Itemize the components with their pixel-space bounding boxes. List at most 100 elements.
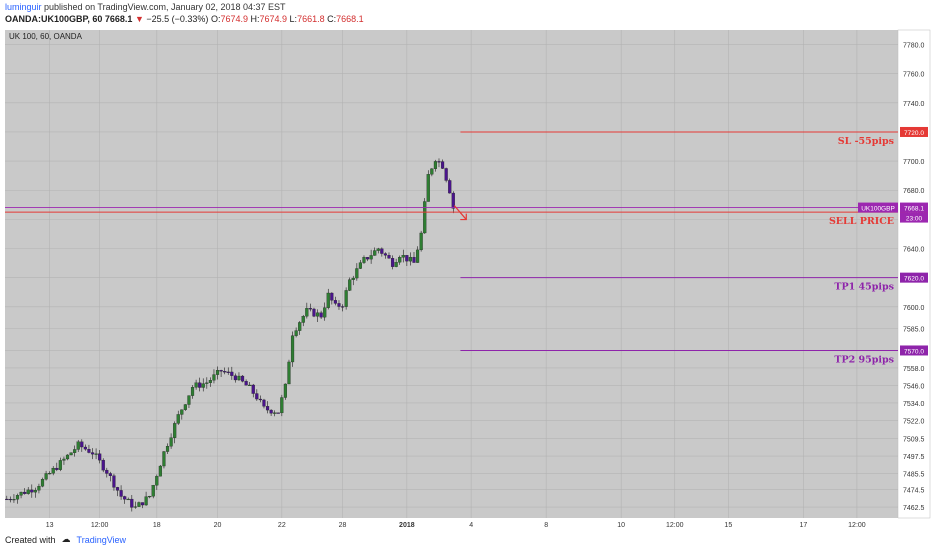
- candle-body: [73, 449, 77, 453]
- price-chart[interactable]: 7780.07760.07740.07720.07700.07680.07660…: [0, 28, 932, 530]
- candle-body: [237, 375, 241, 381]
- candle-body: [408, 257, 413, 262]
- candle-body: [255, 393, 259, 400]
- candle-body: [119, 490, 123, 497]
- countdown-tag-text: 23:00: [906, 216, 923, 223]
- candle-body: [376, 248, 380, 251]
- candle-body: [433, 161, 438, 169]
- candle-body: [215, 370, 220, 375]
- high-label: H:: [250, 14, 260, 24]
- candle-body: [198, 382, 202, 388]
- arrow-down-icon: [453, 205, 467, 220]
- candle-body: [37, 486, 41, 491]
- candle-body: [283, 383, 287, 398]
- level-price-tag: [900, 126, 928, 137]
- candle-body: [269, 409, 273, 414]
- author-link[interactable]: luminguir: [5, 2, 42, 12]
- chart-title: UK 100, 60, OANDA: [9, 32, 83, 41]
- y-tick-label: 7546.0: [903, 383, 925, 390]
- candle-body: [219, 370, 223, 372]
- candle-body: [390, 258, 395, 267]
- candle-body: [55, 467, 59, 470]
- candle-body: [251, 384, 255, 394]
- candle-body: [365, 257, 370, 260]
- candle-body: [187, 395, 191, 405]
- low-value: 7661.8: [297, 14, 325, 24]
- y-tick-label: 7700.0: [903, 159, 925, 166]
- candle-body: [298, 322, 302, 331]
- y-tick-label: 7600.0: [903, 305, 925, 312]
- candle-body: [158, 465, 162, 477]
- candle-body: [394, 262, 398, 267]
- candle-body: [415, 249, 420, 263]
- candle-body: [369, 255, 373, 260]
- candle-body: [94, 453, 98, 455]
- y-tick-label: 7680.0: [903, 188, 925, 195]
- x-tick-label: 12:00: [848, 522, 866, 529]
- candle-body: [101, 459, 105, 471]
- candle-body: [419, 232, 423, 251]
- y-tick-label: 7509.5: [903, 437, 925, 444]
- candle-body: [151, 485, 155, 497]
- candle-body: [240, 375, 245, 382]
- candle-body: [383, 253, 387, 256]
- x-tick-label: 12:00: [91, 522, 109, 529]
- open-label: O:: [210, 14, 221, 24]
- candle-body: [362, 257, 366, 263]
- candle-body: [323, 307, 327, 318]
- level-label: TP1 45pips: [834, 282, 894, 293]
- candle-body: [51, 467, 55, 474]
- candle-body: [440, 161, 445, 169]
- x-tick-label: 8: [544, 522, 548, 529]
- open-value: 7674.9: [220, 14, 248, 24]
- tradingview-logo-icon: ☁: [61, 534, 71, 544]
- y-tick-label: 7780.0: [903, 43, 925, 50]
- candle-body: [312, 308, 316, 317]
- down-arrow-icon: ▼: [134, 14, 144, 24]
- last-price: 7668.1: [104, 14, 133, 24]
- candle-body: [108, 473, 112, 476]
- y-tick-label: 7497.5: [903, 454, 925, 461]
- candle-body: [315, 312, 320, 317]
- candle-body: [230, 371, 234, 376]
- plot-area: [5, 30, 898, 518]
- candle-body: [426, 174, 430, 202]
- y-tick-label: 7462.5: [903, 505, 925, 512]
- candle-body: [40, 479, 45, 487]
- candle-body: [208, 380, 212, 383]
- x-tick-label: 22: [278, 522, 286, 529]
- candle-body: [333, 300, 337, 304]
- candle-body: [444, 168, 448, 181]
- candle-body: [112, 475, 116, 488]
- candle-body: [148, 496, 152, 498]
- candle-body: [437, 161, 441, 163]
- candle-body: [98, 453, 102, 461]
- published-text: published on TradingView.com, January 02…: [44, 2, 286, 12]
- candle-body: [262, 399, 266, 407]
- level-price-tag: [900, 345, 928, 356]
- high-value: 7674.9: [259, 14, 288, 24]
- candle-body: [223, 371, 227, 373]
- candle-body: [140, 502, 145, 506]
- current-price-tag-text: 7668.1: [904, 206, 924, 213]
- candle-body: [273, 412, 277, 414]
- candle-body: [105, 469, 109, 474]
- tradingview-brand[interactable]: TradingView: [76, 534, 127, 545]
- candle-body: [48, 473, 52, 475]
- symbol-label: OANDA:UK100GBP, 60: [5, 14, 103, 24]
- candle-body: [169, 437, 173, 447]
- candle-body: [344, 290, 348, 307]
- candle-body: [401, 255, 405, 258]
- countdown-tag: [900, 212, 928, 223]
- y-tick-label: 7534.0: [903, 401, 925, 408]
- candle-body: [190, 387, 195, 396]
- candle-body: [76, 441, 80, 450]
- candle-body: [15, 495, 20, 500]
- candle-body: [126, 498, 130, 501]
- level-price-tag-text: 7570.0: [904, 348, 924, 355]
- candle-body: [373, 250, 377, 256]
- low-label: L:: [289, 14, 298, 24]
- candle-body: [87, 449, 91, 453]
- candle-body: [162, 451, 166, 467]
- candle-body: [358, 262, 362, 269]
